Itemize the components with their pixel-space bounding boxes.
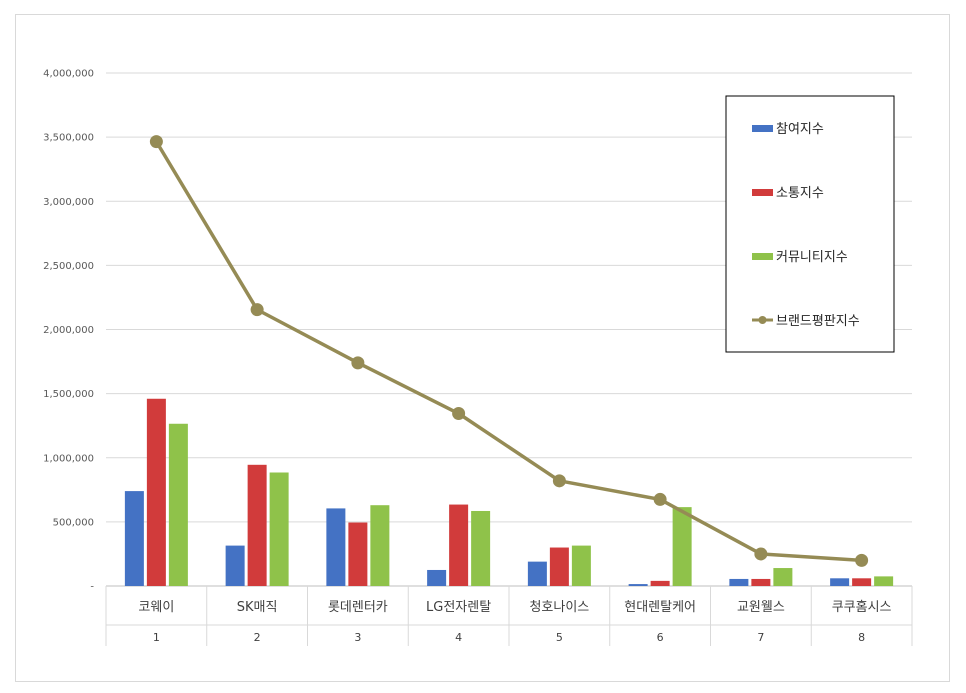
bar (751, 578, 771, 586)
bar (124, 491, 144, 586)
x-index-label: 7 (757, 631, 764, 644)
y-tick-label: - (90, 582, 94, 593)
bar (370, 505, 390, 586)
legend-label: 소통지수 (776, 186, 824, 201)
legend-marker-swatch (758, 316, 767, 324)
bar (471, 510, 491, 586)
line-series (149, 135, 869, 567)
bar (729, 578, 749, 586)
bars (124, 398, 894, 586)
x-index-label: 3 (354, 631, 361, 644)
x-category-label: 청호나이스 (529, 600, 589, 615)
x-category-label: 쿠쿠홈시스 (832, 600, 892, 615)
x-index-label: 8 (858, 631, 865, 644)
x-category-label: LG전자렌탈 (426, 600, 491, 615)
x-index-label: 5 (556, 631, 563, 644)
bar (874, 576, 894, 586)
y-tick-label: 2,000,000 (43, 325, 94, 336)
bar (269, 472, 289, 586)
y-tick-label: 1,500,000 (43, 389, 94, 400)
y-tick-label: 3,500,000 (43, 133, 94, 144)
bar (650, 580, 670, 586)
x-index-label: 4 (455, 631, 462, 644)
bar (146, 398, 166, 586)
legend-box (725, 95, 895, 353)
bar (527, 561, 547, 586)
bar (571, 545, 591, 586)
legend-swatch (752, 125, 773, 132)
bar (773, 568, 793, 586)
x-category-label: 코웨이 (138, 600, 174, 615)
x-category-label: 교원웰스 (737, 600, 785, 615)
bar (830, 578, 850, 586)
y-tick-label: 3,000,000 (43, 197, 94, 208)
line-path (154, 140, 862, 563)
line-point (754, 547, 768, 561)
y-axis: - 500,000 1,000,000 1,500,000 2,000,000 2,500… (43, 69, 94, 593)
bar (348, 522, 368, 586)
bar (549, 547, 569, 586)
line-point (351, 356, 365, 370)
line-point (149, 135, 163, 149)
bar (326, 508, 346, 586)
bar (225, 545, 245, 586)
bar (168, 423, 188, 586)
bar (852, 578, 872, 586)
bar (427, 569, 447, 586)
legend-label: 참여지수 (776, 122, 824, 137)
line-point (552, 474, 566, 488)
x-category-label: SK매직 (237, 600, 278, 615)
x-index-label: 6 (657, 631, 664, 644)
bar (672, 507, 692, 586)
y-tick-label: 500,000 (53, 517, 94, 528)
x-category-label: 롯데렌터카 (328, 600, 388, 615)
legend-swatch (752, 253, 773, 260)
x-category-label: 현대렌탈케어 (624, 600, 696, 615)
legend-label: 커뮤니티지수 (776, 250, 848, 265)
legend-swatch (752, 189, 773, 196)
line-point (653, 492, 667, 506)
x-index-label: 1 (153, 631, 160, 644)
line-point (452, 407, 466, 421)
bar (628, 584, 648, 586)
bar (247, 464, 267, 586)
bar (449, 504, 469, 586)
legend-label: 브랜드평판지수 (776, 314, 860, 329)
line-point (855, 553, 869, 567)
x-axis: 코웨이 1 SK매직 2 롯데렌터카 3 LG전자렌탈 4 청호나이스 5 현대렌탈케어 6 교원웰스 7… (105, 586, 913, 646)
y-tick-label: 1,000,000 (43, 453, 94, 464)
y-tick-label: 2,500,000 (43, 261, 94, 272)
x-index-label: 2 (254, 631, 261, 644)
line-point (250, 303, 264, 317)
y-tick-label: 4,000,000 (43, 69, 94, 80)
